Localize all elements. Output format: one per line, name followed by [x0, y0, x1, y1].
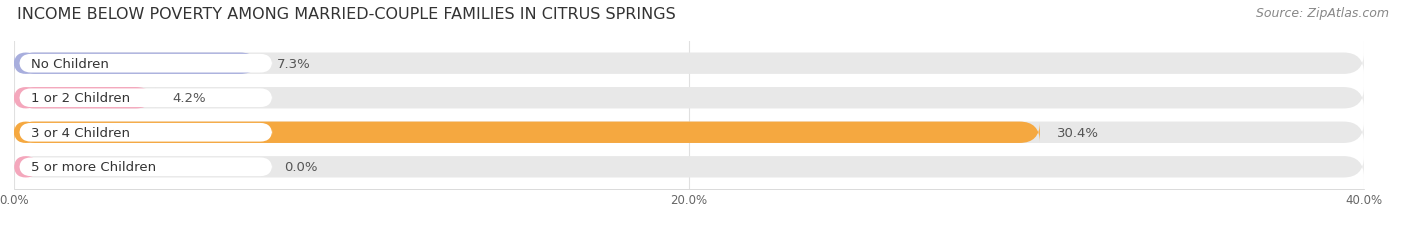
FancyBboxPatch shape: [14, 122, 1364, 143]
FancyBboxPatch shape: [20, 158, 273, 176]
Text: 4.2%: 4.2%: [173, 92, 207, 105]
Text: 7.3%: 7.3%: [277, 58, 311, 70]
FancyBboxPatch shape: [20, 123, 273, 142]
Text: 0.0%: 0.0%: [284, 161, 318, 173]
FancyBboxPatch shape: [14, 53, 1364, 75]
Text: 3 or 4 Children: 3 or 4 Children: [31, 126, 129, 139]
Text: INCOME BELOW POVERTY AMONG MARRIED-COUPLE FAMILIES IN CITRUS SPRINGS: INCOME BELOW POVERTY AMONG MARRIED-COUPL…: [17, 7, 676, 22]
FancyBboxPatch shape: [14, 88, 1364, 109]
FancyBboxPatch shape: [14, 88, 38, 109]
Text: 1 or 2 Children: 1 or 2 Children: [31, 92, 131, 105]
FancyBboxPatch shape: [20, 89, 273, 108]
Text: 30.4%: 30.4%: [1057, 126, 1098, 139]
FancyBboxPatch shape: [14, 53, 38, 75]
FancyBboxPatch shape: [14, 88, 156, 109]
FancyBboxPatch shape: [14, 156, 1364, 178]
FancyBboxPatch shape: [20, 55, 273, 73]
FancyBboxPatch shape: [14, 122, 38, 143]
Text: No Children: No Children: [31, 58, 108, 70]
Text: 5 or more Children: 5 or more Children: [31, 161, 156, 173]
Text: Source: ZipAtlas.com: Source: ZipAtlas.com: [1256, 7, 1389, 20]
FancyBboxPatch shape: [14, 53, 260, 75]
FancyBboxPatch shape: [14, 122, 1040, 143]
FancyBboxPatch shape: [14, 156, 38, 178]
